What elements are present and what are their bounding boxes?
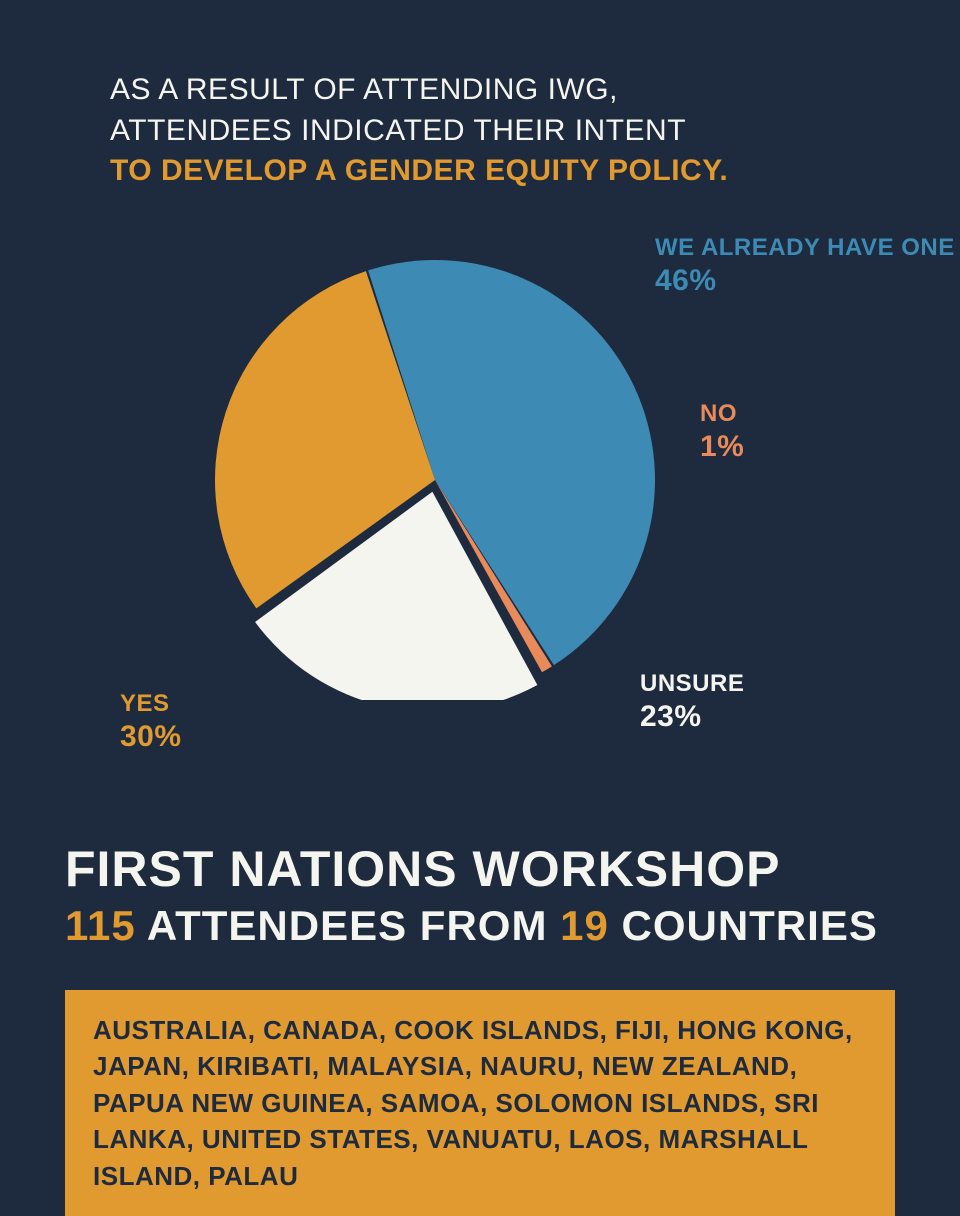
header-line-1: AS A RESULT OF ATTENDING IWG, [110, 70, 880, 111]
pie-label-pct: 1% [700, 430, 744, 464]
pie-label-text: NO [700, 400, 737, 427]
pie-label-text: WE ALREADY HAVE ONE [655, 234, 955, 261]
header-block: AS A RESULT OF ATTENDING IWG, ATTENDEES … [110, 70, 880, 192]
footer-heading: FIRST NATIONS WORKSHOP 115 ATTENDEES FRO… [65, 840, 895, 950]
attendee-count: 115 [65, 902, 136, 949]
countries-list: AUSTRALIA, CANADA, COOK ISLANDS, FIJI, H… [93, 1015, 853, 1191]
country-count: 19 [560, 902, 609, 949]
header-line-2: ATTENDEES INDICATED THEIR INTENT [110, 111, 880, 152]
header-line-3: TO DEVELOP A GENDER EQUITY POLICY. [110, 151, 880, 192]
pie-label-text: UNSURE [640, 670, 744, 697]
footer-text-1: ATTENDEES FROM [136, 902, 560, 949]
footer-text-2: COUNTRIES [609, 902, 878, 949]
footer-heading-line2: 115 ATTENDEES FROM 19 COUNTRIES [65, 902, 895, 950]
pie-label-unsure: UNSURE 23% [640, 670, 744, 734]
pie-label-no: NO 1% [700, 400, 744, 464]
pie-chart-area: WE ALREADY HAVE ONE 46% NO 1% UNSURE 23% YES 30… [0, 230, 960, 770]
countries-box: AUSTRALIA, CANADA, COOK ISLANDS, FIJI, H… [65, 990, 895, 1216]
footer-heading-line1: FIRST NATIONS WORKSHOP [65, 840, 895, 898]
pie-label-pct: 30% [120, 720, 182, 754]
pie-label-yes: YES 30% [120, 690, 182, 754]
pie-label-pct: 46% [655, 264, 955, 298]
pie-label-we-already-have-one: WE ALREADY HAVE ONE 46% [655, 234, 955, 298]
pie-chart [215, 260, 655, 700]
pie-label-pct: 23% [640, 700, 744, 734]
pie-label-text: YES [120, 690, 170, 717]
